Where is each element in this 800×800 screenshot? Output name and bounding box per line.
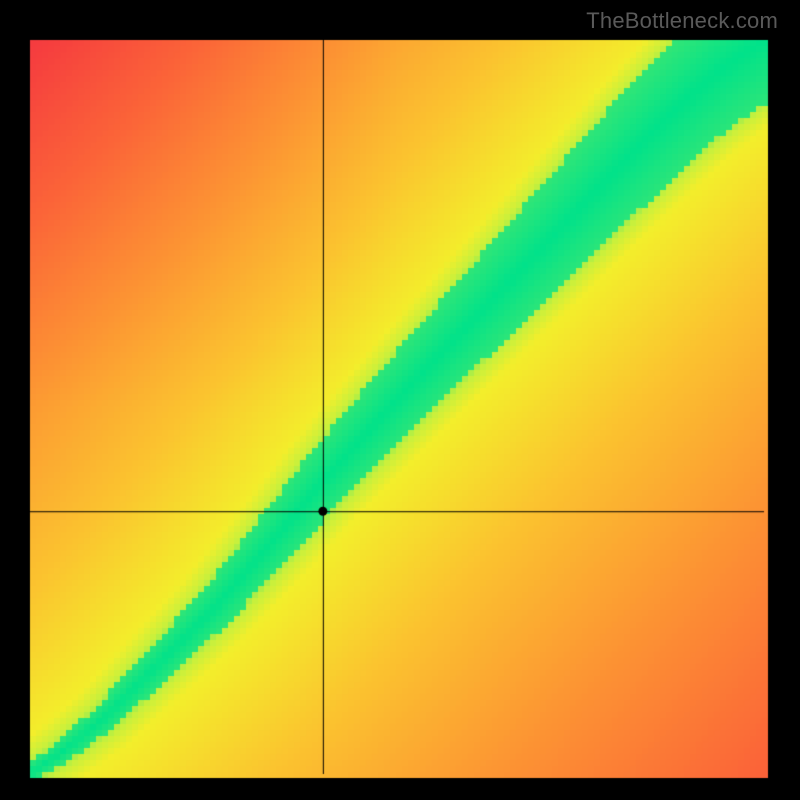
watermark-text: TheBottleneck.com xyxy=(586,8,778,34)
bottleneck-heatmap xyxy=(0,0,800,800)
chart-container: TheBottleneck.com xyxy=(0,0,800,800)
